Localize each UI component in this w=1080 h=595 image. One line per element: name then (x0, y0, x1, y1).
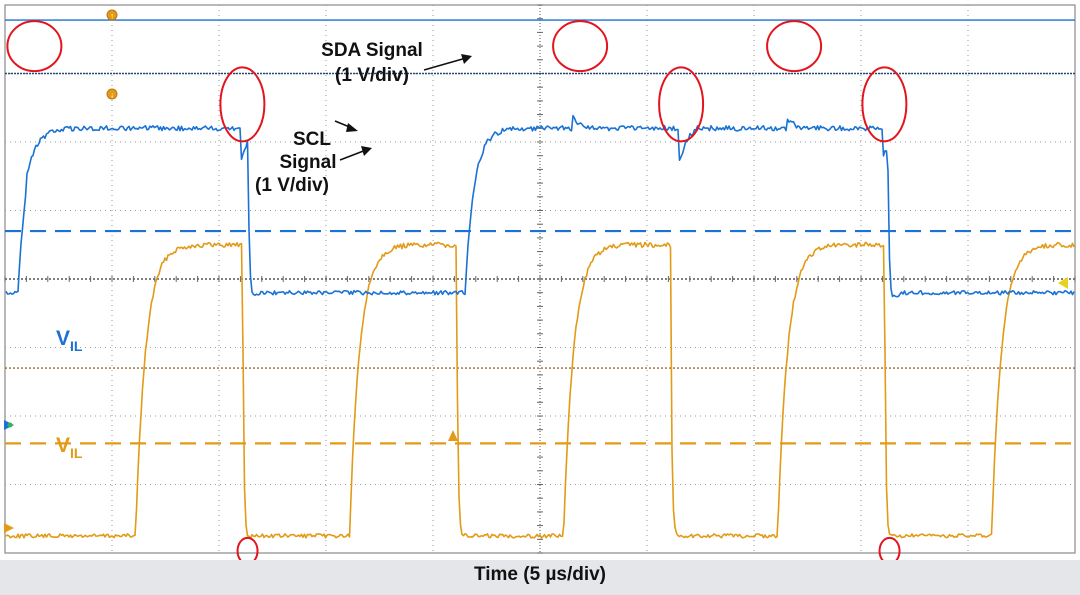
scl-annotation-arrowhead-upper (346, 123, 358, 132)
sda-vil-label: VIL (56, 327, 83, 354)
scl-annotation-arrowhead-lower (361, 146, 372, 156)
sda-glitch-marker (6, 20, 63, 73)
sda-glitch-marker (552, 20, 609, 73)
cursor-b-marker-glyph: ↓ (110, 91, 114, 100)
scl-trace (5, 241, 1075, 540)
sda-glitch-marker (219, 66, 266, 143)
scl-vil-label: VIL (56, 434, 83, 461)
scl-vil-label-sub: IL (70, 445, 83, 461)
sda-glitch-marker (658, 66, 705, 143)
cursor-a-marker (106, 9, 118, 21)
scl-annotation-line1: SCL (293, 129, 331, 150)
x-axis-label: Time (5 µs/div) (473, 564, 607, 585)
scope-markers: ↑ ↓ (4, 9, 1068, 533)
ch1-reference-dot (7, 422, 13, 428)
scl-glitch-marker (878, 536, 901, 560)
trigger-level-arrow (1058, 277, 1068, 289)
scl-annotation-line2: Signal (279, 152, 336, 173)
sda-glitch-marker (861, 66, 908, 143)
sda-annotation-line1: SDA Signal (321, 40, 423, 61)
sda-annotation-arrowhead (461, 54, 472, 64)
oscilloscope-screen: SDA Signal (1 V/div) SCL Signal (1 V/div… (0, 0, 1080, 560)
cursor-a-marker-glyph: ↑ (110, 12, 114, 21)
scl-annotation-arrow-lower (339, 149, 367, 161)
cursor-b-marker (106, 88, 118, 100)
scl-glitch-marker (236, 536, 259, 560)
sda-glitch-marker (766, 20, 823, 73)
sda-annotation-line2: (1 V/div) (335, 65, 409, 86)
ch2-ground-marker (4, 523, 14, 533)
signal-traces (5, 114, 1075, 540)
glitch-markers (6, 20, 908, 560)
sda-trace (5, 114, 1075, 298)
annotations: SDA Signal (1 V/div) SCL Signal (1 V/div… (56, 40, 472, 461)
sda-annotation-arrow (423, 57, 467, 71)
trigger-position-marker (448, 430, 458, 441)
scl-vil-label-main: V (56, 434, 70, 457)
scl-annotation-line3: (1 V/div) (255, 175, 329, 196)
sda-vil-label-sub: IL (70, 338, 83, 354)
sda-vil-label-main: V (56, 327, 70, 350)
